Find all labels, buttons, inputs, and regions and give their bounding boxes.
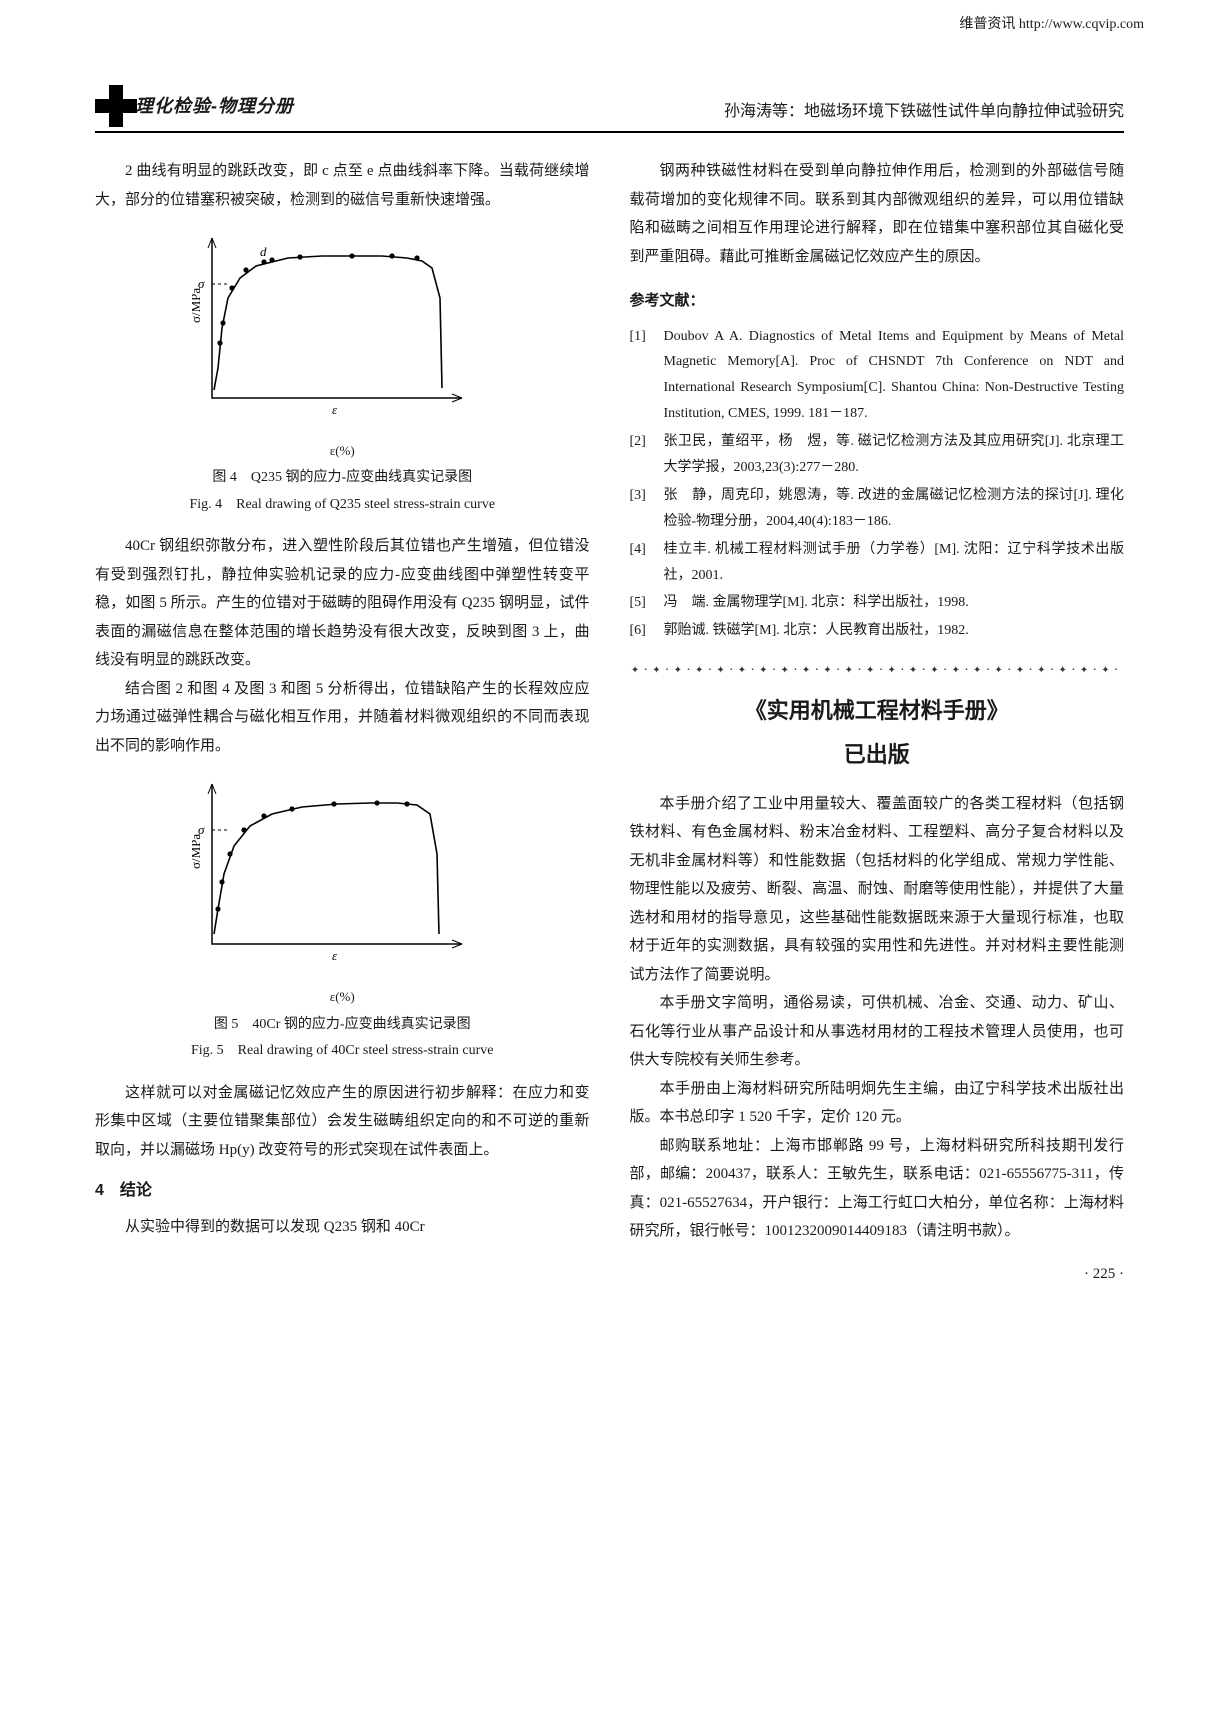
svg-text:σ: σ [198,276,205,291]
logo-block: 理化检验-物理分册 [95,85,294,127]
reference-tag: [1] [630,324,664,428]
figure-5-caption-en: Fig. 5 Real drawing of 40Cr steel stress… [95,1038,590,1065]
reference-body: Doubov A A. Diagnostics of Metal Items a… [664,324,1125,428]
reference-body: 张卫民，董绍平，杨 煜，等. 磁记忆检测方法及其应用研究[J]. 北京理工大学学… [664,429,1125,481]
reference-item: [4]桂立丰. 机械工程材料测试手册（力学卷）[M]. 沈阳：辽宁科学技术出版社… [630,537,1125,589]
x-unit-label: ε(%) [95,985,590,1010]
figure-5-svg: σ/MPaσ ε [192,774,492,974]
reference-body: 郭贻诚. 铁磁学[M]. 北京：人民教育出版社，1982. [664,618,1125,644]
figure-5: σ/MPaσ ε ε(%) 图 5 40Cr 钢的应力-应变曲线真实记录图 Fig… [95,774,590,1064]
running-head: 孙海涛等：地磁场环境下铁磁性试件单向静拉伸试验研究 [724,97,1124,127]
reference-item: [1]Doubov A A. Diagnostics of Metal Item… [630,324,1125,428]
right-column: 钢两种铁磁性材料在受到单向静拉伸作用后，检测到的外部磁信号随载荷增加的变化规律不… [630,157,1125,1246]
reference-body: 桂立丰. 机械工程材料测试手册（力学卷）[M]. 沈阳：辽宁科学技术出版社，20… [664,537,1125,589]
two-column-body: 2 曲线有明显的跳跃改变，即 c 点至 e 点曲线斜率下降。当载荷继续增大，部分… [95,157,1124,1246]
logo-icon [95,85,137,127]
svg-text:ε: ε [332,402,338,417]
announcement-title: 《实用机械工程材料手册》 [630,690,1125,732]
journal-name: 理化检验-物理分册 [135,89,294,123]
figure-5-caption-zh: 图 5 40Cr 钢的应力-应变曲线真实记录图 [95,1012,590,1039]
reference-item: [2]张卫民，董绍平，杨 煜，等. 磁记忆检测方法及其应用研究[J]. 北京理工… [630,429,1125,481]
page-number: · 225 · [95,1260,1124,1289]
reference-item: [5]冯 端. 金属物理学[M]. 北京：科学出版社，1998. [630,590,1125,616]
body-paragraph: 这样就可以对金属磁记忆效应产生的原因进行初步解释：在应力和变形集中区域（主要位错… [95,1079,590,1165]
svg-text:ε: ε [332,948,338,963]
left-column: 2 曲线有明显的跳跃改变，即 c 点至 e 点曲线斜率下降。当载荷继续增大，部分… [95,157,590,1246]
figure-4-caption-zh: 图 4 Q235 钢的应力-应变曲线真实记录图 [95,465,590,492]
svg-text:σ/MPa: σ/MPa [192,288,203,323]
svg-text:d: d [260,244,267,259]
reference-tag: [2] [630,429,664,481]
reference-tag: [5] [630,590,664,616]
body-paragraph: 结合图 2 和图 4 及图 3 和图 5 分析得出，位错缺陷产生的长程效应应力场… [95,675,590,761]
source-note: 维普资讯 http://www.cqvip.com [959,12,1144,39]
announcement-paragraph: 邮购联系地址：上海市邯郸路 99 号，上海材料研究所科技期刊发行部，邮编：200… [630,1132,1125,1246]
body-paragraph: 40Cr 钢组织弥散分布，进入塑性阶段后其位错也产生增殖，但位错没有受到强烈钉扎… [95,532,590,675]
announcement-paragraph: 本手册由上海材料研究所陆明炯先生主编，由辽宁科学技术出版社出版。本书总印字 1 … [630,1075,1125,1132]
page: 维普资讯 http://www.cqvip.com 理化检验-物理分册 孙海涛等… [0,0,1214,1719]
body-paragraph: 钢两种铁磁性材料在受到单向静拉伸作用后，检测到的外部磁信号随载荷增加的变化规律不… [630,157,1125,271]
header: 理化检验-物理分册 孙海涛等：地磁场环境下铁磁性试件单向静拉伸试验研究 [95,85,1124,127]
reference-body: 张 静，周克印，姚恩涛，等. 改进的金属磁记忆检测方法的探讨[J]. 理化检验-… [664,483,1125,535]
references-list: [1]Doubov A A. Diagnostics of Metal Item… [630,324,1125,645]
figure-4-caption-en: Fig. 4 Real drawing of Q235 steel stress… [95,492,590,519]
body-paragraph: 从实验中得到的数据可以发现 Q235 钢和 40Cr [95,1213,590,1242]
x-unit-label: ε(%) [95,439,590,464]
announcement-subtitle: 已出版 [630,734,1125,776]
reference-tag: [6] [630,618,664,644]
reference-item: [3]张 静，周克印，姚恩涛，等. 改进的金属磁记忆检测方法的探讨[J]. 理化… [630,483,1125,535]
svg-text:σ: σ [198,822,205,837]
reference-item: [6]郭贻诚. 铁磁学[M]. 北京：人民教育出版社，1982. [630,618,1125,644]
figure-4-svg: σ/MPaσ ε d [192,228,492,428]
figure-4: σ/MPaσ ε d ε(%) 图 4 Q235 钢的应力-应变曲线真实记录图 Fi… [95,228,590,518]
section-heading: 4 结论 [95,1176,590,1206]
reference-tag: [3] [630,483,664,535]
announcement-paragraph: 本手册文字简明，通俗易读，可供机械、冶金、交通、动力、矿山、石化等行业从事产品设… [630,989,1125,1075]
reference-body: 冯 端. 金属物理学[M]. 北京：科学出版社，1998. [664,590,1125,616]
body-paragraph: 2 曲线有明显的跳跃改变，即 c 点至 e 点曲线斜率下降。当载荷继续增大，部分… [95,157,590,214]
header-rule [95,131,1124,133]
svg-text:σ/MPa: σ/MPa [192,834,203,869]
reference-tag: [4] [630,537,664,589]
references-heading: 参考文献： [630,287,1125,316]
announcement-paragraph: 本手册介绍了工业中用量较大、覆盖面较广的各类工程材料（包括钢铁材料、有色金属材料… [630,790,1125,990]
divider-icon: ✦･✦･✦･✦･✦･✦･✦･✦･✦･✦･✦･✦･✦･✦･✦･✦･✦･✦･✦･✦･… [630,666,1125,676]
